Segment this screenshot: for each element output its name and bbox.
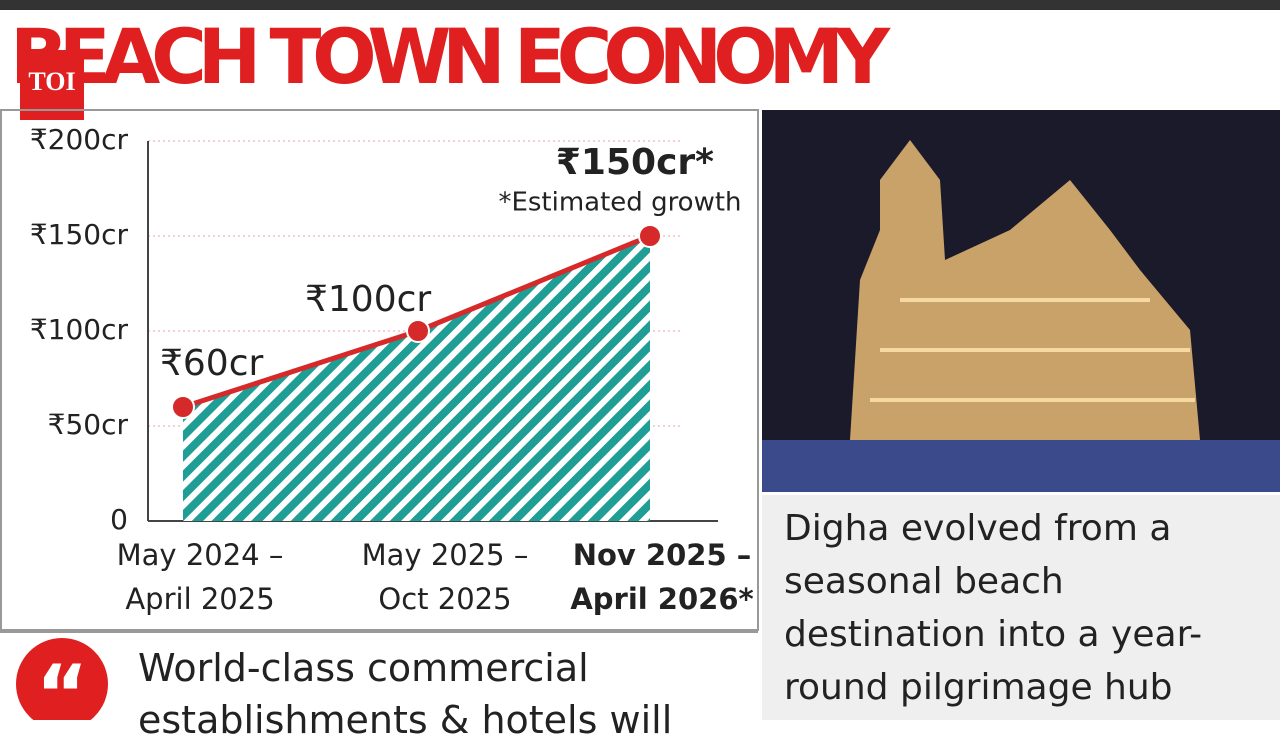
y-tick-label: ₹150cr: [30, 218, 129, 251]
point: [406, 319, 430, 343]
quote-mark: “: [36, 648, 89, 720]
area: [183, 236, 650, 521]
chart-panel: [0, 109, 759, 631]
logo-box: [20, 50, 84, 120]
caption-panel: [762, 495, 1280, 720]
y-tick-label: ₹200cr: [30, 123, 129, 156]
y-tick-label: 0: [110, 503, 128, 536]
value-label: ₹100cr: [305, 279, 431, 320]
point: [171, 395, 195, 419]
x-tick-label: May 2024 – April 2025: [116, 538, 284, 616]
annotation: *Estimated growth: [498, 188, 741, 218]
top-bar: [0, 0, 1280, 10]
y-tick-label: ₹100cr: [30, 313, 129, 346]
value-label: ₹150cr*: [556, 142, 714, 183]
headline: BEACH TOWN ECONOMY: [10, 12, 891, 101]
temple: [762, 140, 1280, 492]
x-tick-label: May 2025 – Oct 2025: [361, 538, 529, 616]
logo: TOI: [28, 67, 75, 96]
y-tick-label: ₹50cr: [48, 408, 129, 441]
x-tick-label: Nov 2025 – April 2026*: [570, 538, 754, 616]
point: [638, 224, 662, 248]
quote-icon: [16, 638, 108, 720]
chart: BEACH TOWN ECONOMY TOI “ 0 ₹50cr ₹100cr ₹15…: [0, 0, 1280, 720]
value-label: ₹60cr: [160, 343, 264, 384]
quote: World-class commercial establishments & …: [138, 646, 673, 742]
caption: Digha evolved from a seasonal beach dest…: [784, 508, 1203, 708]
